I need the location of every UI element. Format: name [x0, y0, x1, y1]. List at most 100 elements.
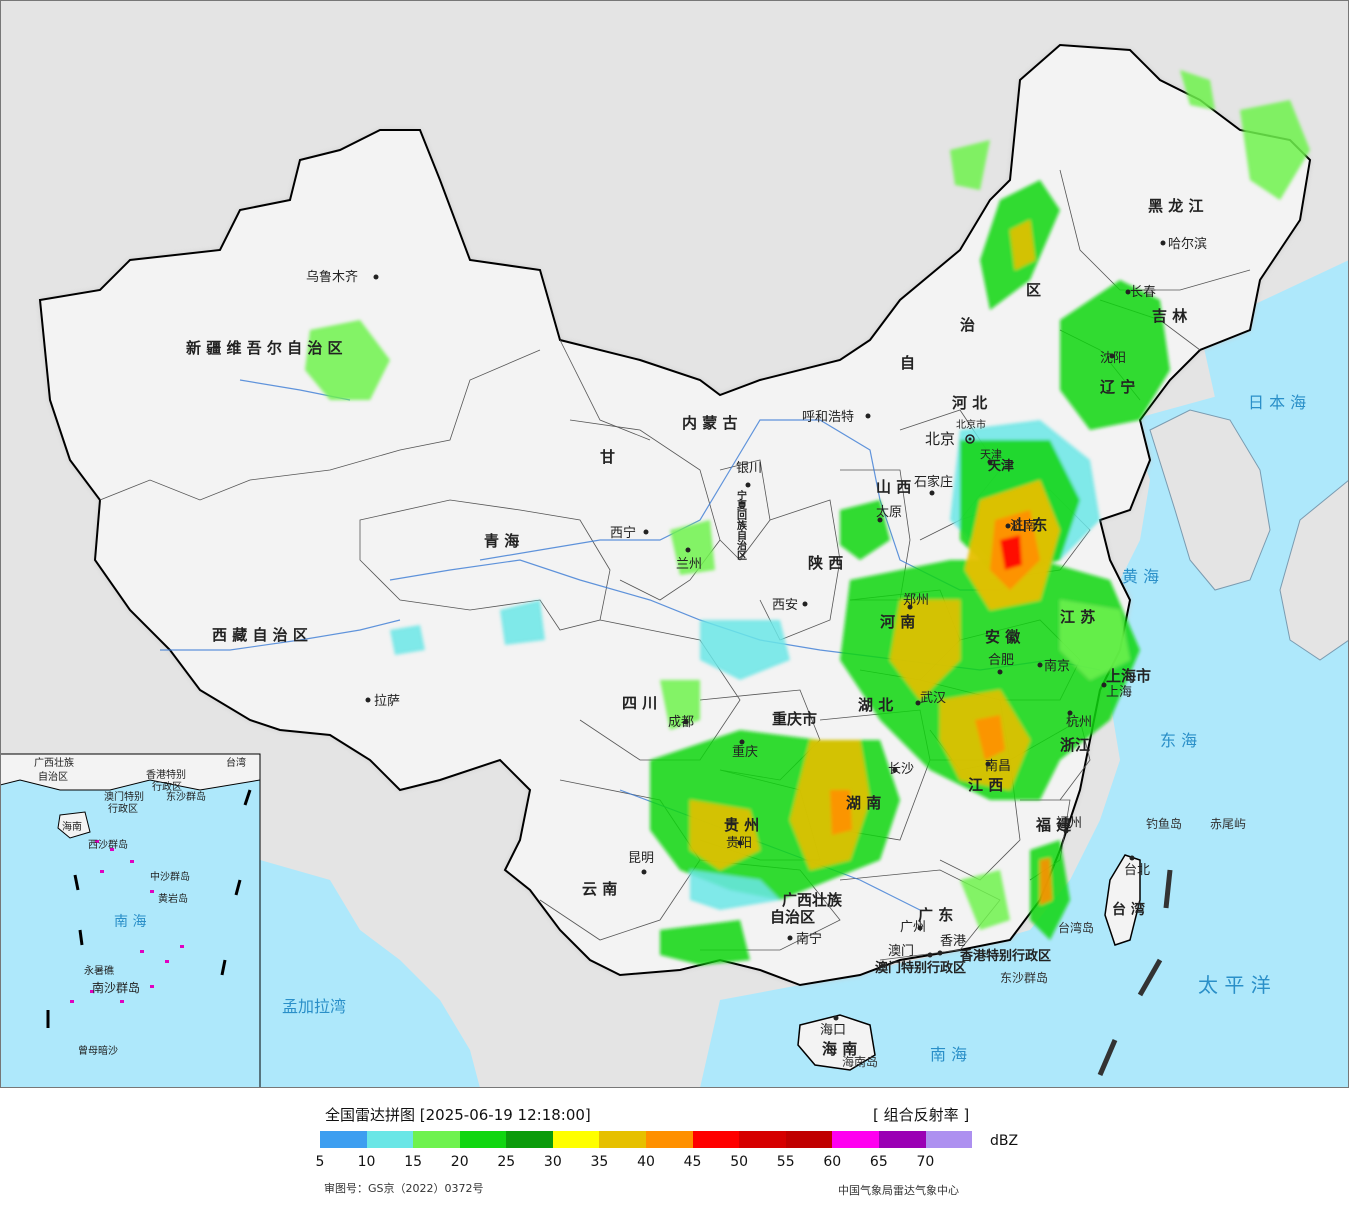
radar-echoes	[305, 70, 1310, 965]
city-haikou: 海口	[820, 1023, 846, 1038]
scale-tick-label: 40	[637, 1154, 655, 1170]
province-zhejiang: 浙江	[1060, 736, 1090, 754]
city-taiyuan: 太原	[876, 505, 902, 520]
sea-labels: 日 本 海 黄 海 东 海 太 平 洋 南 海 孟加拉湾	[282, 393, 1306, 1064]
province-hebei: 河 北	[952, 394, 987, 412]
city-changsha: 长沙	[888, 762, 914, 777]
city-chongqing-city: 重庆	[732, 744, 758, 760]
japan	[1279, 479, 1349, 661]
province-neimenggu: 内 蒙 古	[682, 414, 737, 432]
province-taiwan: 台 湾	[1112, 901, 1145, 918]
color-swatch	[413, 1131, 460, 1148]
province-guangdong: 广 东	[918, 906, 953, 924]
province-qinghai: 青 海	[484, 532, 519, 550]
province-tianjin: 天津	[988, 458, 1014, 474]
city-hohhot: 呼和浩特	[802, 410, 854, 425]
center-name: 中国气象局雷达气象中心	[838, 1184, 959, 1197]
inset-huangyan: 黄岩岛	[158, 892, 188, 905]
province-jiangxi: 江 西	[968, 776, 1003, 794]
island-dongsha: 东沙群岛	[1000, 970, 1048, 985]
inset-aomen: 澳门特别	[104, 790, 144, 803]
city-chengdu: 成都	[668, 715, 694, 730]
city-macao: 澳门	[888, 943, 914, 959]
color-swatch	[878, 1131, 926, 1148]
island-labels: 钓鱼岛 赤尾屿 台湾岛 海南岛 东沙群岛	[842, 816, 1246, 1069]
color-swatch	[925, 1131, 973, 1148]
inset-xisha: 西沙群岛	[88, 838, 128, 851]
color-swatch	[692, 1131, 740, 1148]
inset-xingzhengqu-2: 行政区	[108, 802, 138, 815]
city-shanghai: 上海	[1106, 685, 1132, 700]
province-fujian: 福 建	[1035, 816, 1072, 834]
inset-labels: 广西壮族 自治区 台湾 香港特别 行政区 澳门特别 行政区 东沙群岛 海南 西沙…	[34, 756, 246, 1057]
scale-tick-label: 45	[683, 1154, 702, 1170]
city-zhengzhou: 郑州	[903, 593, 929, 608]
province-anhui: 安 徽	[985, 628, 1021, 646]
province-shaanxi: 陕 西	[808, 554, 843, 572]
city-nanjing: 南京	[1044, 658, 1070, 674]
province-yunnan: 云 南	[582, 880, 617, 898]
province-hunan: 湖 南	[846, 794, 881, 812]
scale-tick-label: 35	[590, 1154, 609, 1170]
island-taiwan: 台湾岛	[1058, 920, 1094, 935]
inset-dongsha: 东沙群岛	[166, 790, 206, 803]
city-hongkong: 香港	[940, 934, 966, 949]
city-shijiazhuang: 石家庄	[914, 474, 953, 490]
province-aomen: 澳门特别行政区	[875, 960, 966, 976]
sea-donghai-label: 东 海	[1160, 731, 1197, 750]
city-hangzhou: 杭州	[1066, 715, 1092, 730]
city-xian: 西安	[772, 598, 798, 613]
scale-tick-label: 30	[543, 1154, 562, 1170]
city-hefei: 合肥	[988, 653, 1014, 668]
island-diaoyu: 钓鱼岛	[1146, 816, 1182, 831]
province-guangxi-2: 自治区	[770, 908, 815, 926]
province-hubei: 湖 北	[858, 696, 893, 714]
city-jinan: 济南	[1010, 518, 1036, 534]
province-shandong: 山 东	[1012, 516, 1047, 534]
inset-guangxi: 广西壮族	[34, 756, 74, 769]
scale-tick-label: 70	[916, 1154, 935, 1170]
province-jilin: 吉 林	[1152, 307, 1188, 325]
city-nanning: 南宁	[796, 931, 822, 947]
sea-japan-label: 日 本 海	[1248, 393, 1306, 412]
scale-tick-label: 5	[315, 1154, 325, 1170]
city-harbin: 哈尔滨	[1168, 236, 1207, 252]
color-swatch	[646, 1131, 693, 1148]
city-beijing-shi: 北京市	[956, 418, 986, 431]
province-shanxi: 山 西	[876, 478, 911, 496]
province-hainan: 海 南	[822, 1040, 857, 1058]
scale-tick-label: 65	[869, 1154, 888, 1170]
inset-nansha: 南沙群岛	[92, 980, 140, 995]
province-sichuan: 四 川	[622, 694, 657, 712]
city-shenyang: 沈阳	[1100, 351, 1126, 366]
color-swatch	[459, 1131, 507, 1148]
province-labels: 新 疆 维 吾 尔 自 治 区 西 藏 自 治 区 青 海 甘 内 蒙 古 自 …	[186, 197, 1203, 1058]
island-chiwei: 赤尾屿	[1210, 817, 1246, 831]
province-neimenggu-4: 区	[1026, 281, 1041, 299]
province-neimenggu-2: 自	[900, 354, 915, 372]
city-tianjin: 天津	[980, 448, 1002, 461]
province-ningxia: 宁夏回族自治区	[735, 489, 748, 560]
city-changchun: 长春	[1130, 285, 1156, 300]
city-xining: 西宁	[610, 525, 636, 541]
dash-lines	[1097, 869, 1173, 1076]
review-number: 审图号：GS京（2022）0372号	[324, 1182, 484, 1195]
city-guiyang: 贵阳	[726, 836, 752, 851]
scale-tick-label: 25	[497, 1154, 516, 1170]
inset-nanhai: 南 海	[114, 914, 146, 930]
hainan-island-shape	[797, 1014, 876, 1071]
inset-map	[0, 753, 261, 1088]
province-guangxi: 广西壮族	[782, 891, 843, 909]
province-guizhou: 贵 州	[724, 816, 759, 834]
inset-xianggang: 香港特别	[146, 769, 186, 781]
legend-panel	[0, 1088, 1349, 1208]
inset-xingzhengqu: 行政区	[152, 780, 182, 793]
sea-bengal-label: 孟加拉湾	[282, 997, 346, 1016]
province-xinjiang: 新 疆 维 吾 尔 自 治 区	[186, 339, 343, 357]
inset-zengmu: 曾母暗沙	[78, 1044, 118, 1057]
city-kunming: 昆明	[628, 851, 654, 866]
inset-zhongsha: 中沙群岛	[150, 870, 190, 883]
city-nanchang: 南昌	[985, 758, 1011, 774]
city-labels: 乌鲁木齐 拉萨 西宁 兰州 银川 呼和浩特 北京 北京市 天津 石家庄 太原 西…	[306, 236, 1207, 1038]
sea-bengal	[260, 860, 480, 1088]
